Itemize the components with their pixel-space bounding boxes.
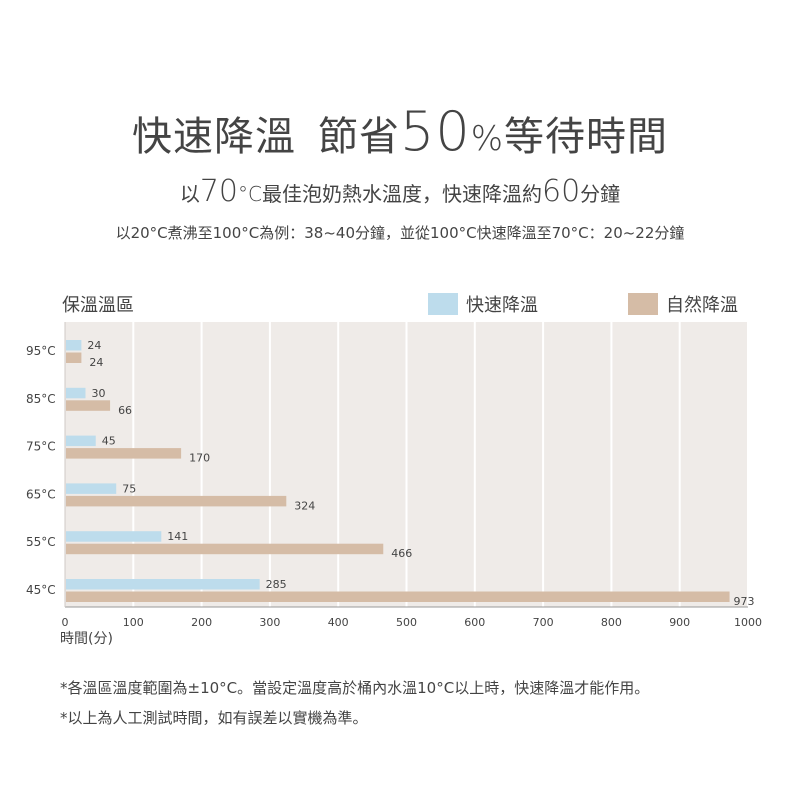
x-axis-label: 時間(分) — [60, 631, 113, 647]
data-label-fast: 30 — [91, 387, 105, 400]
data-label-natural: 324 — [294, 499, 315, 512]
category-label: 75°C — [26, 440, 56, 454]
data-label-natural: 973 — [734, 595, 755, 608]
bar-fast-cooling — [66, 340, 82, 351]
subheadline: 以70°C最佳泡奶熱水溫度，快速降溫約60分鐘 — [0, 174, 800, 209]
category-label: 55°C — [26, 535, 56, 549]
bar-fast-cooling — [66, 579, 260, 590]
bar-fast-cooling — [66, 483, 117, 494]
category-label: 85°C — [26, 392, 56, 406]
legend-natural-cooling: 自然降溫 — [628, 291, 738, 317]
footnote-1: *各溫區溫度範圍為±10°C。當設定溫度高於桶內水溫10°C以上時，快速降溫才能… — [60, 679, 650, 697]
headline: 快速降溫 節省50%等待時間 — [0, 100, 800, 163]
subheadline-prefix: 以 — [179, 182, 200, 206]
bar-natural-cooling — [66, 495, 287, 507]
legend-swatch-natural — [628, 293, 658, 315]
x-tick-label: 1000 — [734, 616, 762, 629]
bar-fast-cooling — [66, 531, 162, 542]
x-tick-label: 0 — [62, 616, 69, 629]
footnote-2: *以上為人工測試時間，如有誤差以實機為準。 — [60, 709, 368, 727]
cooling-time-chart: 0 100 200 300 400 500 600 700 800 900 1000 時間(分) 95°… — [26, 322, 762, 647]
x-tick-label: 100 — [123, 616, 144, 629]
data-label-fast: 75 — [122, 482, 136, 495]
headline-part2: 節省 — [317, 114, 400, 160]
x-tick-label: 400 — [328, 616, 349, 629]
bar-natural-cooling — [66, 591, 730, 602]
x-tick-label: 200 — [191, 616, 212, 629]
legend-label-fast: 快速降溫 — [466, 295, 538, 316]
data-label-fast: 24 — [87, 339, 101, 352]
category-label: 65°C — [26, 487, 56, 501]
subheadline-temp-unit: °C — [238, 182, 262, 206]
category-label: 95°C — [26, 344, 56, 358]
bar-natural-cooling — [66, 448, 182, 459]
headline-number: 50 — [399, 100, 471, 163]
headline-part1: 快速降溫 — [131, 114, 296, 160]
subheadline-suffix: 分鐘 — [580, 182, 621, 206]
legend-fast-cooling: 快速降溫 — [428, 291, 538, 317]
data-label-fast: 141 — [167, 530, 188, 543]
x-tick-label: 500 — [396, 616, 417, 629]
data-label-natural: 170 — [189, 452, 210, 465]
bar-fast-cooling — [66, 435, 96, 447]
bar-natural-cooling — [66, 543, 384, 555]
subheadline-temp-number: 70 — [199, 174, 239, 209]
x-tick-label: 800 — [601, 616, 622, 629]
legend-label-natural: 自然降溫 — [666, 295, 738, 316]
x-tick-label: 300 — [259, 616, 280, 629]
data-label-natural: 66 — [118, 404, 132, 417]
bar-natural-cooling — [66, 352, 82, 363]
subheadline-minutes-number: 60 — [541, 174, 581, 209]
headline-part3: 等待時間 — [504, 114, 669, 160]
subheadline-middle: 最佳泡奶熱水溫度，快速降溫約 — [261, 182, 542, 206]
x-tick-label: 900 — [669, 616, 690, 629]
headline-percent: % — [470, 119, 505, 159]
data-label-natural: 24 — [89, 356, 103, 369]
bar-natural-cooling — [66, 400, 111, 411]
x-tick-label: 700 — [533, 616, 554, 629]
bar-fast-cooling — [66, 387, 86, 399]
data-label-natural: 466 — [391, 547, 412, 560]
data-label-fast: 45 — [102, 435, 116, 448]
data-label-fast: 285 — [266, 578, 287, 591]
x-tick-label: 600 — [464, 616, 485, 629]
example-note: 以20°C煮沸至100°C為例：38~40分鐘，並從100°C快速降溫至70°C… — [115, 224, 685, 242]
legend-swatch-fast — [428, 293, 458, 315]
chart-title: 保溫溫區 — [62, 295, 134, 316]
category-label: 45°C — [26, 583, 56, 597]
